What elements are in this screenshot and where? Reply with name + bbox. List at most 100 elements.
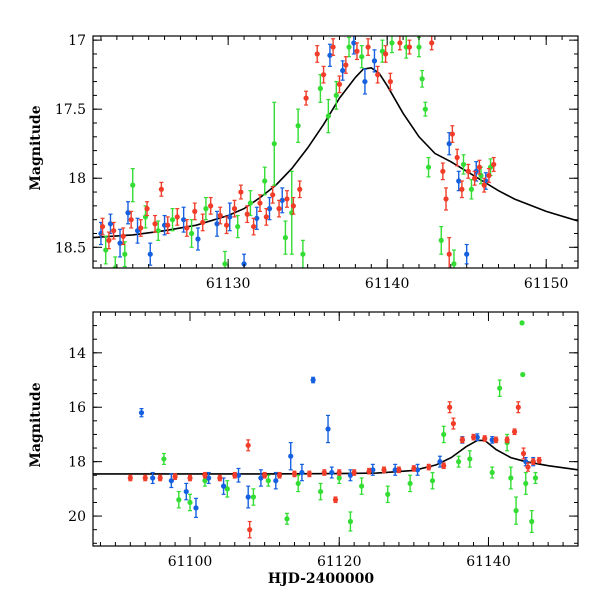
bottom-red-point [493, 437, 499, 443]
bottom-red-point [411, 465, 417, 472]
top-red-point [244, 211, 250, 217]
top-panel: Magnitude 61130 61140 61150 17 17.5 18 18.5 [28, 33, 579, 292]
top-red-point [382, 51, 389, 57]
top-red-point [231, 206, 238, 212]
top-x-tick-label: 61140 [365, 276, 410, 292]
bottom-xlabel: HJD-2400000 [268, 571, 375, 587]
top-red-point [223, 222, 230, 228]
top-series-blue [98, 36, 489, 268]
bottom-red-point [396, 467, 402, 473]
bottom-blue-point [437, 459, 443, 465]
bottom-blue-point [258, 475, 264, 481]
bottom-red-point [247, 527, 253, 533]
bottom-red-point [470, 434, 477, 440]
top-blue-point [340, 67, 346, 74]
top-red-point [481, 182, 487, 188]
top-red-point [454, 154, 460, 161]
bottom-blue-point [183, 488, 189, 495]
top-red-point [284, 196, 290, 202]
top-blue-point [371, 58, 378, 64]
top-red-point [491, 161, 497, 168]
bottom-red-point [217, 475, 223, 481]
top-blue-point [227, 214, 233, 220]
bottom-red-point [351, 469, 357, 476]
bottom-red-point [321, 469, 327, 476]
top-red-point [314, 51, 320, 57]
bottom-green-point [187, 499, 193, 506]
bottom-green-point [508, 475, 514, 481]
top-red-point [465, 168, 471, 174]
bottom-blue-point [245, 494, 251, 500]
top-blue-point [279, 197, 285, 203]
top-red-point [276, 206, 282, 212]
bottom-red-point [426, 464, 432, 470]
bottom-green-point [336, 475, 342, 481]
top-red-point [184, 225, 190, 231]
top-red-point [208, 203, 214, 209]
top-red-point [354, 48, 360, 54]
bottom-blue-point [168, 478, 174, 484]
top-red-point [257, 200, 263, 206]
bottom-red-point [202, 472, 208, 478]
top-green-point [346, 44, 352, 50]
top-green-point [247, 200, 254, 206]
top-green-point [300, 251, 306, 257]
bottom-green-point [202, 478, 208, 484]
top-red-point [263, 214, 269, 220]
bottom-green-point [456, 459, 462, 465]
bottom-red-point [262, 472, 268, 478]
top-blue-point [254, 215, 260, 221]
top-green-point [271, 141, 277, 147]
top-red-point [336, 81, 343, 87]
bottom-red-point [276, 472, 283, 478]
top-red-point [270, 192, 276, 198]
top-red-point [375, 72, 381, 78]
bottom-red-point [504, 437, 510, 443]
top-red-point [290, 203, 296, 209]
bottom-red-point [525, 464, 531, 470]
bottom-green-point [523, 480, 529, 487]
top-red-point [144, 206, 150, 212]
top-blue-point [327, 52, 333, 58]
top-green-point [422, 106, 428, 112]
bottom-red-point [157, 475, 163, 481]
bottom-blue-point [288, 453, 294, 459]
top-green-point [389, 40, 395, 46]
bottom-red-point [482, 435, 488, 442]
bottom-green-point [250, 494, 257, 500]
top-green-point [317, 85, 323, 92]
bottom-y-tick-label: 20 [68, 509, 86, 525]
top-green-point [438, 237, 444, 243]
top-red-point [99, 223, 106, 230]
bottom-ylabel: Magnitude [28, 382, 44, 467]
bottom-red-point [232, 472, 238, 478]
bottom-green-point [513, 508, 519, 514]
bottom-green-point [520, 371, 526, 378]
bottom-blue-point [150, 475, 156, 481]
bottom-green-point [359, 483, 365, 489]
top-red-point [440, 168, 446, 174]
bottom-blue-point [193, 505, 199, 511]
bottom-red-point [332, 497, 339, 503]
top-red-point [476, 164, 483, 170]
bottom-green-point [532, 475, 539, 481]
bottom-y-tick-label: 14 [68, 346, 86, 362]
bottom-red-point [381, 467, 387, 473]
top-red-point [120, 233, 126, 239]
top-plot-area [93, 36, 578, 268]
bottom-red-point [142, 475, 148, 481]
bottom-blue-point [273, 478, 279, 484]
top-red-point [397, 40, 403, 46]
bottom-red-point [450, 420, 456, 427]
top-frame [92, 35, 579, 269]
top-blue-point [214, 221, 220, 227]
top-red-point [174, 214, 180, 220]
bottom-blue-point [347, 472, 354, 478]
top-green-point [425, 164, 432, 170]
top-green-point [333, 92, 339, 98]
bottom-green-point [224, 486, 230, 492]
top-green-point [222, 261, 228, 267]
bottom-red-point [245, 442, 251, 448]
top-red-point [200, 219, 206, 226]
top-red-point [251, 223, 257, 230]
